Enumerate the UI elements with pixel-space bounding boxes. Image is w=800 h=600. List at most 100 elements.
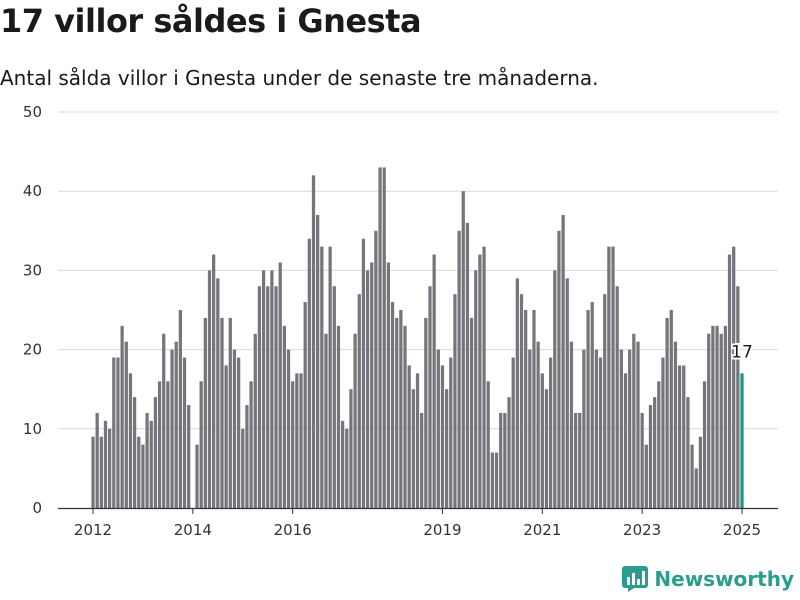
bar	[561, 214, 565, 508]
data-label: 17	[731, 342, 753, 362]
bar	[565, 278, 569, 508]
bar-highlight	[740, 373, 744, 508]
bar	[711, 325, 715, 508]
bar	[503, 412, 507, 508]
bar	[411, 389, 415, 508]
bar	[598, 357, 603, 508]
bar	[686, 397, 690, 508]
bar	[569, 341, 574, 508]
bar	[673, 341, 678, 508]
bar	[332, 286, 336, 508]
bar	[195, 444, 199, 508]
bar	[615, 286, 619, 508]
bar	[653, 397, 657, 508]
bar	[236, 357, 241, 508]
bar	[603, 294, 607, 508]
bar	[719, 333, 723, 508]
bar	[291, 381, 295, 508]
bar	[174, 341, 178, 508]
bar	[390, 302, 395, 508]
bar-chart-logo-icon	[622, 566, 649, 592]
bar	[270, 270, 274, 508]
bar	[311, 175, 316, 509]
bar	[573, 412, 578, 508]
bar	[182, 357, 187, 508]
bar	[582, 349, 586, 508]
brand-name: Newsworthy	[654, 567, 794, 591]
bar	[299, 373, 303, 508]
x-tick-label: 2016	[274, 521, 312, 539]
bar	[220, 317, 224, 508]
bar	[698, 436, 703, 508]
x-tick-label: 2012	[74, 521, 112, 539]
bar	[278, 262, 282, 508]
bar	[657, 381, 661, 508]
bar	[494, 452, 499, 508]
bar	[636, 341, 640, 508]
bar	[374, 230, 378, 509]
bar	[149, 420, 153, 508]
bar	[677, 365, 682, 508]
bar	[727, 254, 732, 508]
bar	[228, 317, 232, 508]
chart-title: 17 villor såldes i Gnesta	[0, 2, 422, 40]
bar	[162, 333, 166, 508]
x-tick-label: 2019	[423, 521, 461, 539]
bar	[378, 167, 382, 508]
bar	[116, 357, 120, 508]
bar	[407, 365, 411, 508]
bar	[723, 325, 727, 508]
bar	[490, 452, 495, 508]
bar	[128, 373, 133, 508]
bar	[95, 412, 99, 508]
bar	[216, 278, 220, 508]
bar	[303, 302, 307, 508]
bar	[549, 357, 553, 508]
bar	[669, 310, 673, 508]
bar	[553, 270, 557, 508]
newsworthy-logo[interactable]: Newsworthy	[622, 566, 794, 592]
bar	[245, 405, 249, 508]
bar	[145, 412, 149, 508]
bar	[474, 270, 478, 508]
bars	[91, 167, 744, 509]
bar	[536, 341, 540, 508]
bar	[457, 230, 461, 509]
bar	[103, 420, 108, 508]
bar	[661, 357, 665, 508]
y-tick-label: 10	[23, 420, 42, 438]
bar	[382, 167, 386, 508]
bar	[120, 325, 124, 508]
bar	[694, 468, 698, 508]
bar	[623, 373, 628, 508]
bar	[690, 444, 694, 508]
bar	[528, 349, 532, 508]
bar	[436, 349, 440, 508]
bar	[365, 270, 370, 508]
bar	[336, 325, 341, 508]
bar	[212, 254, 216, 508]
bar	[420, 412, 424, 508]
bar	[432, 254, 436, 508]
bar	[99, 436, 103, 508]
bar	[644, 444, 648, 508]
bar	[736, 286, 740, 508]
bar	[665, 317, 669, 508]
bar	[590, 302, 594, 508]
bar	[357, 294, 361, 508]
bar	[207, 270, 212, 508]
bar	[349, 389, 353, 508]
bar	[544, 389, 549, 508]
x-axis: 2012 2014 2016 2019 2021 2023 2025	[58, 507, 778, 539]
bar	[440, 365, 445, 508]
bar	[253, 333, 257, 508]
bar	[632, 333, 636, 508]
bar	[682, 365, 686, 508]
bar	[178, 310, 182, 508]
bar	[282, 325, 286, 508]
bar	[640, 412, 644, 508]
bar	[353, 333, 357, 508]
bar	[224, 365, 228, 508]
bar	[607, 246, 611, 508]
